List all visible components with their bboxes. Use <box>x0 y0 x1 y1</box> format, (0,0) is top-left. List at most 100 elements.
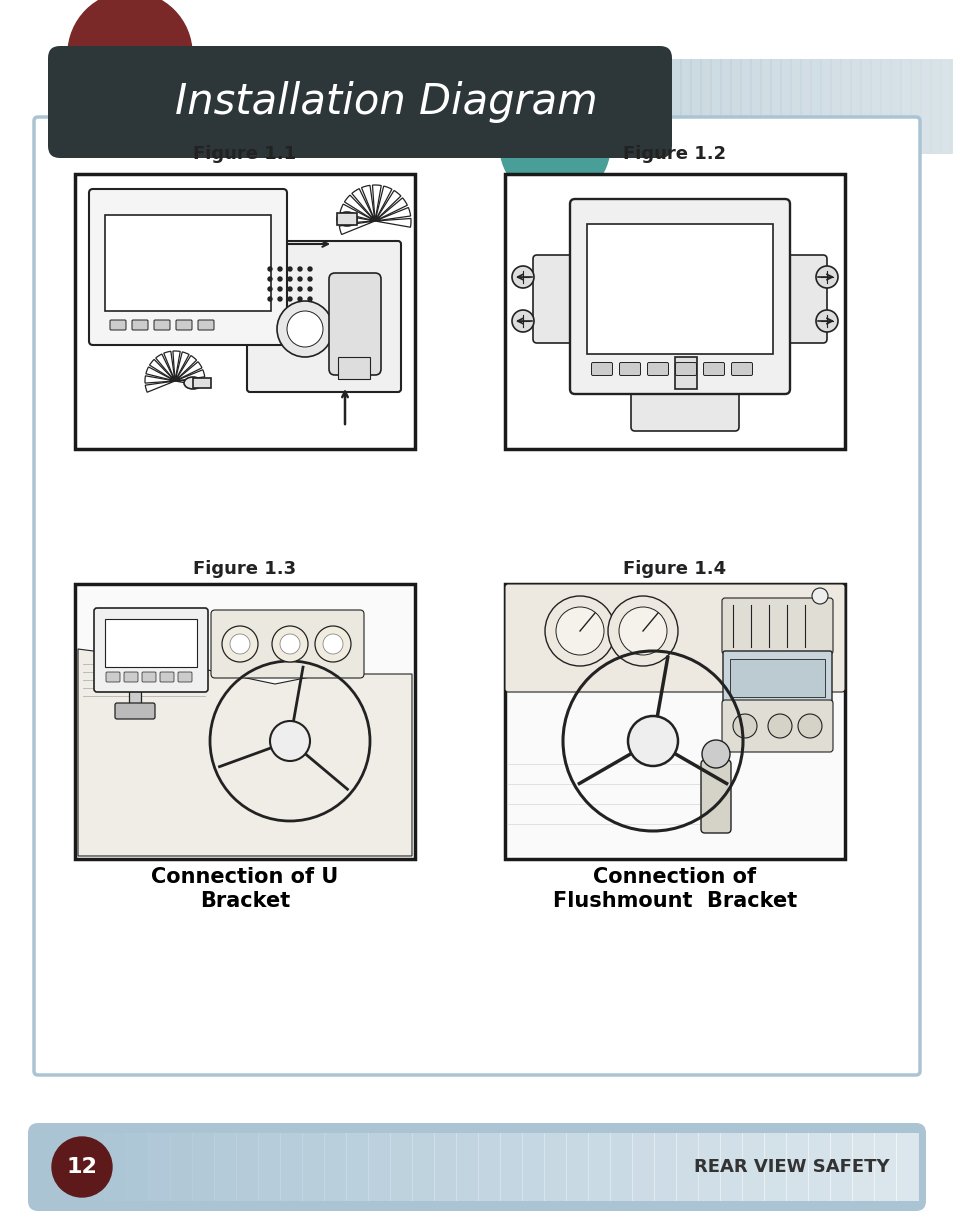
Circle shape <box>276 301 333 357</box>
Circle shape <box>512 266 534 288</box>
Bar <box>809 59 821 154</box>
Wedge shape <box>174 369 205 382</box>
Bar <box>909 59 921 154</box>
Circle shape <box>618 607 666 655</box>
Bar <box>82 1132 105 1201</box>
Bar <box>105 619 196 667</box>
Bar <box>829 1132 852 1201</box>
FancyBboxPatch shape <box>247 241 400 393</box>
Bar <box>539 59 552 154</box>
Circle shape <box>297 286 302 291</box>
Bar <box>586 224 772 354</box>
Bar <box>543 1132 566 1201</box>
Bar <box>829 59 841 154</box>
Circle shape <box>701 740 729 768</box>
Bar <box>280 1132 303 1201</box>
FancyBboxPatch shape <box>48 46 671 158</box>
Bar <box>676 1132 699 1201</box>
Bar <box>78 588 412 856</box>
Bar <box>669 59 681 154</box>
Bar <box>851 1132 874 1201</box>
Bar <box>507 588 841 856</box>
Wedge shape <box>164 351 174 382</box>
Circle shape <box>627 716 678 766</box>
Bar <box>235 1132 258 1201</box>
Text: REAR VIEW SAFETY: REAR VIEW SAFETY <box>694 1158 889 1176</box>
Bar <box>519 59 532 154</box>
FancyBboxPatch shape <box>533 255 580 343</box>
Circle shape <box>268 286 272 291</box>
Bar <box>729 659 824 697</box>
Circle shape <box>308 297 312 301</box>
Text: Installation Diagram: Installation Diagram <box>174 80 597 123</box>
Circle shape <box>499 91 609 201</box>
Bar <box>889 59 901 154</box>
FancyBboxPatch shape <box>89 189 287 345</box>
Bar <box>587 1132 610 1201</box>
Wedge shape <box>172 351 180 382</box>
Bar <box>740 59 751 154</box>
Bar <box>192 1132 214 1201</box>
Wedge shape <box>339 221 375 234</box>
Bar <box>129 683 141 711</box>
FancyBboxPatch shape <box>115 703 154 719</box>
Bar <box>609 1132 633 1201</box>
Bar <box>689 59 701 154</box>
Wedge shape <box>375 197 407 221</box>
Circle shape <box>268 277 272 282</box>
Bar <box>659 59 671 154</box>
Bar <box>619 59 631 154</box>
Circle shape <box>811 588 827 603</box>
FancyBboxPatch shape <box>700 759 730 833</box>
Bar <box>899 59 911 154</box>
Bar <box>873 1132 896 1201</box>
Circle shape <box>815 310 837 332</box>
Bar <box>654 1132 677 1201</box>
Bar <box>213 1132 236 1201</box>
Bar <box>499 59 512 154</box>
Ellipse shape <box>184 377 202 389</box>
FancyBboxPatch shape <box>504 584 844 692</box>
Circle shape <box>297 267 302 271</box>
Bar <box>337 357 370 379</box>
Wedge shape <box>174 356 196 382</box>
FancyBboxPatch shape <box>722 651 831 703</box>
Bar <box>479 59 953 154</box>
Ellipse shape <box>336 212 356 226</box>
Bar <box>105 215 271 311</box>
Bar <box>499 1132 522 1201</box>
Bar <box>0 0 953 100</box>
Bar <box>709 59 721 154</box>
Bar <box>929 59 941 154</box>
Circle shape <box>277 286 282 291</box>
Bar <box>346 1132 369 1201</box>
Bar <box>324 1132 347 1201</box>
Bar <box>589 59 601 154</box>
Bar <box>559 59 572 154</box>
Bar <box>869 59 882 154</box>
Circle shape <box>308 277 312 282</box>
Bar <box>919 59 931 154</box>
Circle shape <box>797 714 821 737</box>
Wedge shape <box>174 362 202 382</box>
Bar <box>521 1132 544 1201</box>
Circle shape <box>68 0 192 116</box>
Bar <box>675 357 697 389</box>
Text: Connection of
Flushmount  Bracket: Connection of Flushmount Bracket <box>553 868 797 911</box>
Wedge shape <box>174 352 189 382</box>
Bar <box>599 59 612 154</box>
Wedge shape <box>352 189 375 221</box>
Bar <box>368 1132 391 1201</box>
Circle shape <box>815 266 837 288</box>
Circle shape <box>272 627 308 662</box>
Circle shape <box>277 267 282 271</box>
Bar <box>639 59 651 154</box>
Wedge shape <box>150 360 174 382</box>
Bar <box>104 1132 127 1201</box>
FancyBboxPatch shape <box>630 382 739 432</box>
Bar <box>490 59 501 154</box>
FancyBboxPatch shape <box>675 362 696 375</box>
Bar <box>193 378 211 388</box>
Bar <box>729 59 741 154</box>
Wedge shape <box>375 187 392 221</box>
